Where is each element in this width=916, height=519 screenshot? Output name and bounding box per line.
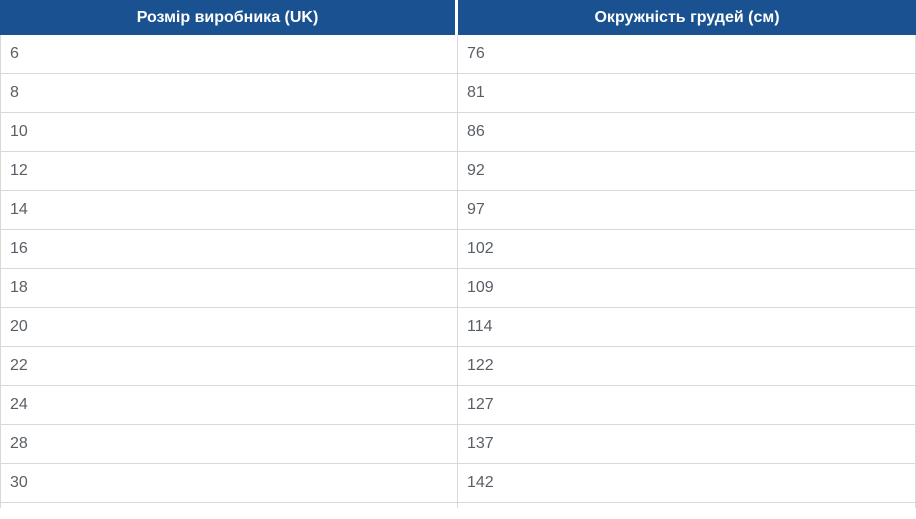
- table-row: 22 122: [0, 347, 916, 386]
- size-chart-table: Розмір виробника (UK) Окружність грудей …: [0, 0, 916, 503]
- manufacturer-size-cell: 22: [0, 347, 458, 386]
- manufacturer-size-cell: 12: [0, 152, 458, 191]
- chest-circumference-cell: 97: [458, 191, 916, 230]
- chest-circumference-cell: 137: [458, 425, 916, 464]
- manufacturer-size-cell: 30: [0, 464, 458, 503]
- manufacturer-size-cell: 16: [0, 230, 458, 269]
- chest-circumference-cell: 76: [458, 35, 916, 74]
- table-row: 14 97: [0, 191, 916, 230]
- table-row: 24 127: [0, 386, 916, 425]
- table-row: 16 102: [0, 230, 916, 269]
- manufacturer-size-cell: 20: [0, 308, 458, 347]
- table-row: 28 137: [0, 425, 916, 464]
- chest-circumference-cell: 92: [458, 152, 916, 191]
- table-row: 12 92: [0, 152, 916, 191]
- manufacturer-size-cell: 6: [0, 35, 458, 74]
- chest-circumference-cell: 81: [458, 74, 916, 113]
- table-row: 10 86: [0, 113, 916, 152]
- manufacturer-size-cell: 24: [0, 386, 458, 425]
- next-row-sliver: [0, 503, 916, 508]
- chest-circumference-cell: 142: [458, 464, 916, 503]
- table-row: 6 76: [0, 35, 916, 74]
- manufacturer-size-cell: 10: [0, 113, 458, 152]
- chest-circumference-cell: 102: [458, 230, 916, 269]
- chest-circumference-cell: 127: [458, 386, 916, 425]
- column-header-manufacturer-size: Розмір виробника (UK): [0, 0, 458, 35]
- table-row: 20 114: [0, 308, 916, 347]
- column-header-chest-circumference: Окружність грудей (см): [458, 0, 916, 35]
- table-header: Розмір виробника (UK) Окружність грудей …: [0, 0, 916, 35]
- table-row: 18 109: [0, 269, 916, 308]
- manufacturer-size-cell: 28: [0, 425, 458, 464]
- manufacturer-size-cell: 8: [0, 74, 458, 113]
- table-body: 6 76 8 81 10 86 12 92 14 97 16 102 18 109 20 114 22 122 24…: [0, 35, 916, 503]
- table-row: 8 81: [0, 74, 916, 113]
- chest-circumference-cell: 122: [458, 347, 916, 386]
- chest-circumference-cell: 86: [458, 113, 916, 152]
- table-row: 30 142: [0, 464, 916, 503]
- chest-circumference-cell: 114: [458, 308, 916, 347]
- header-row: Розмір виробника (UK) Окружність грудей …: [0, 0, 916, 35]
- chest-circumference-cell: 109: [458, 269, 916, 308]
- manufacturer-size-cell: 14: [0, 191, 458, 230]
- manufacturer-size-cell: 18: [0, 269, 458, 308]
